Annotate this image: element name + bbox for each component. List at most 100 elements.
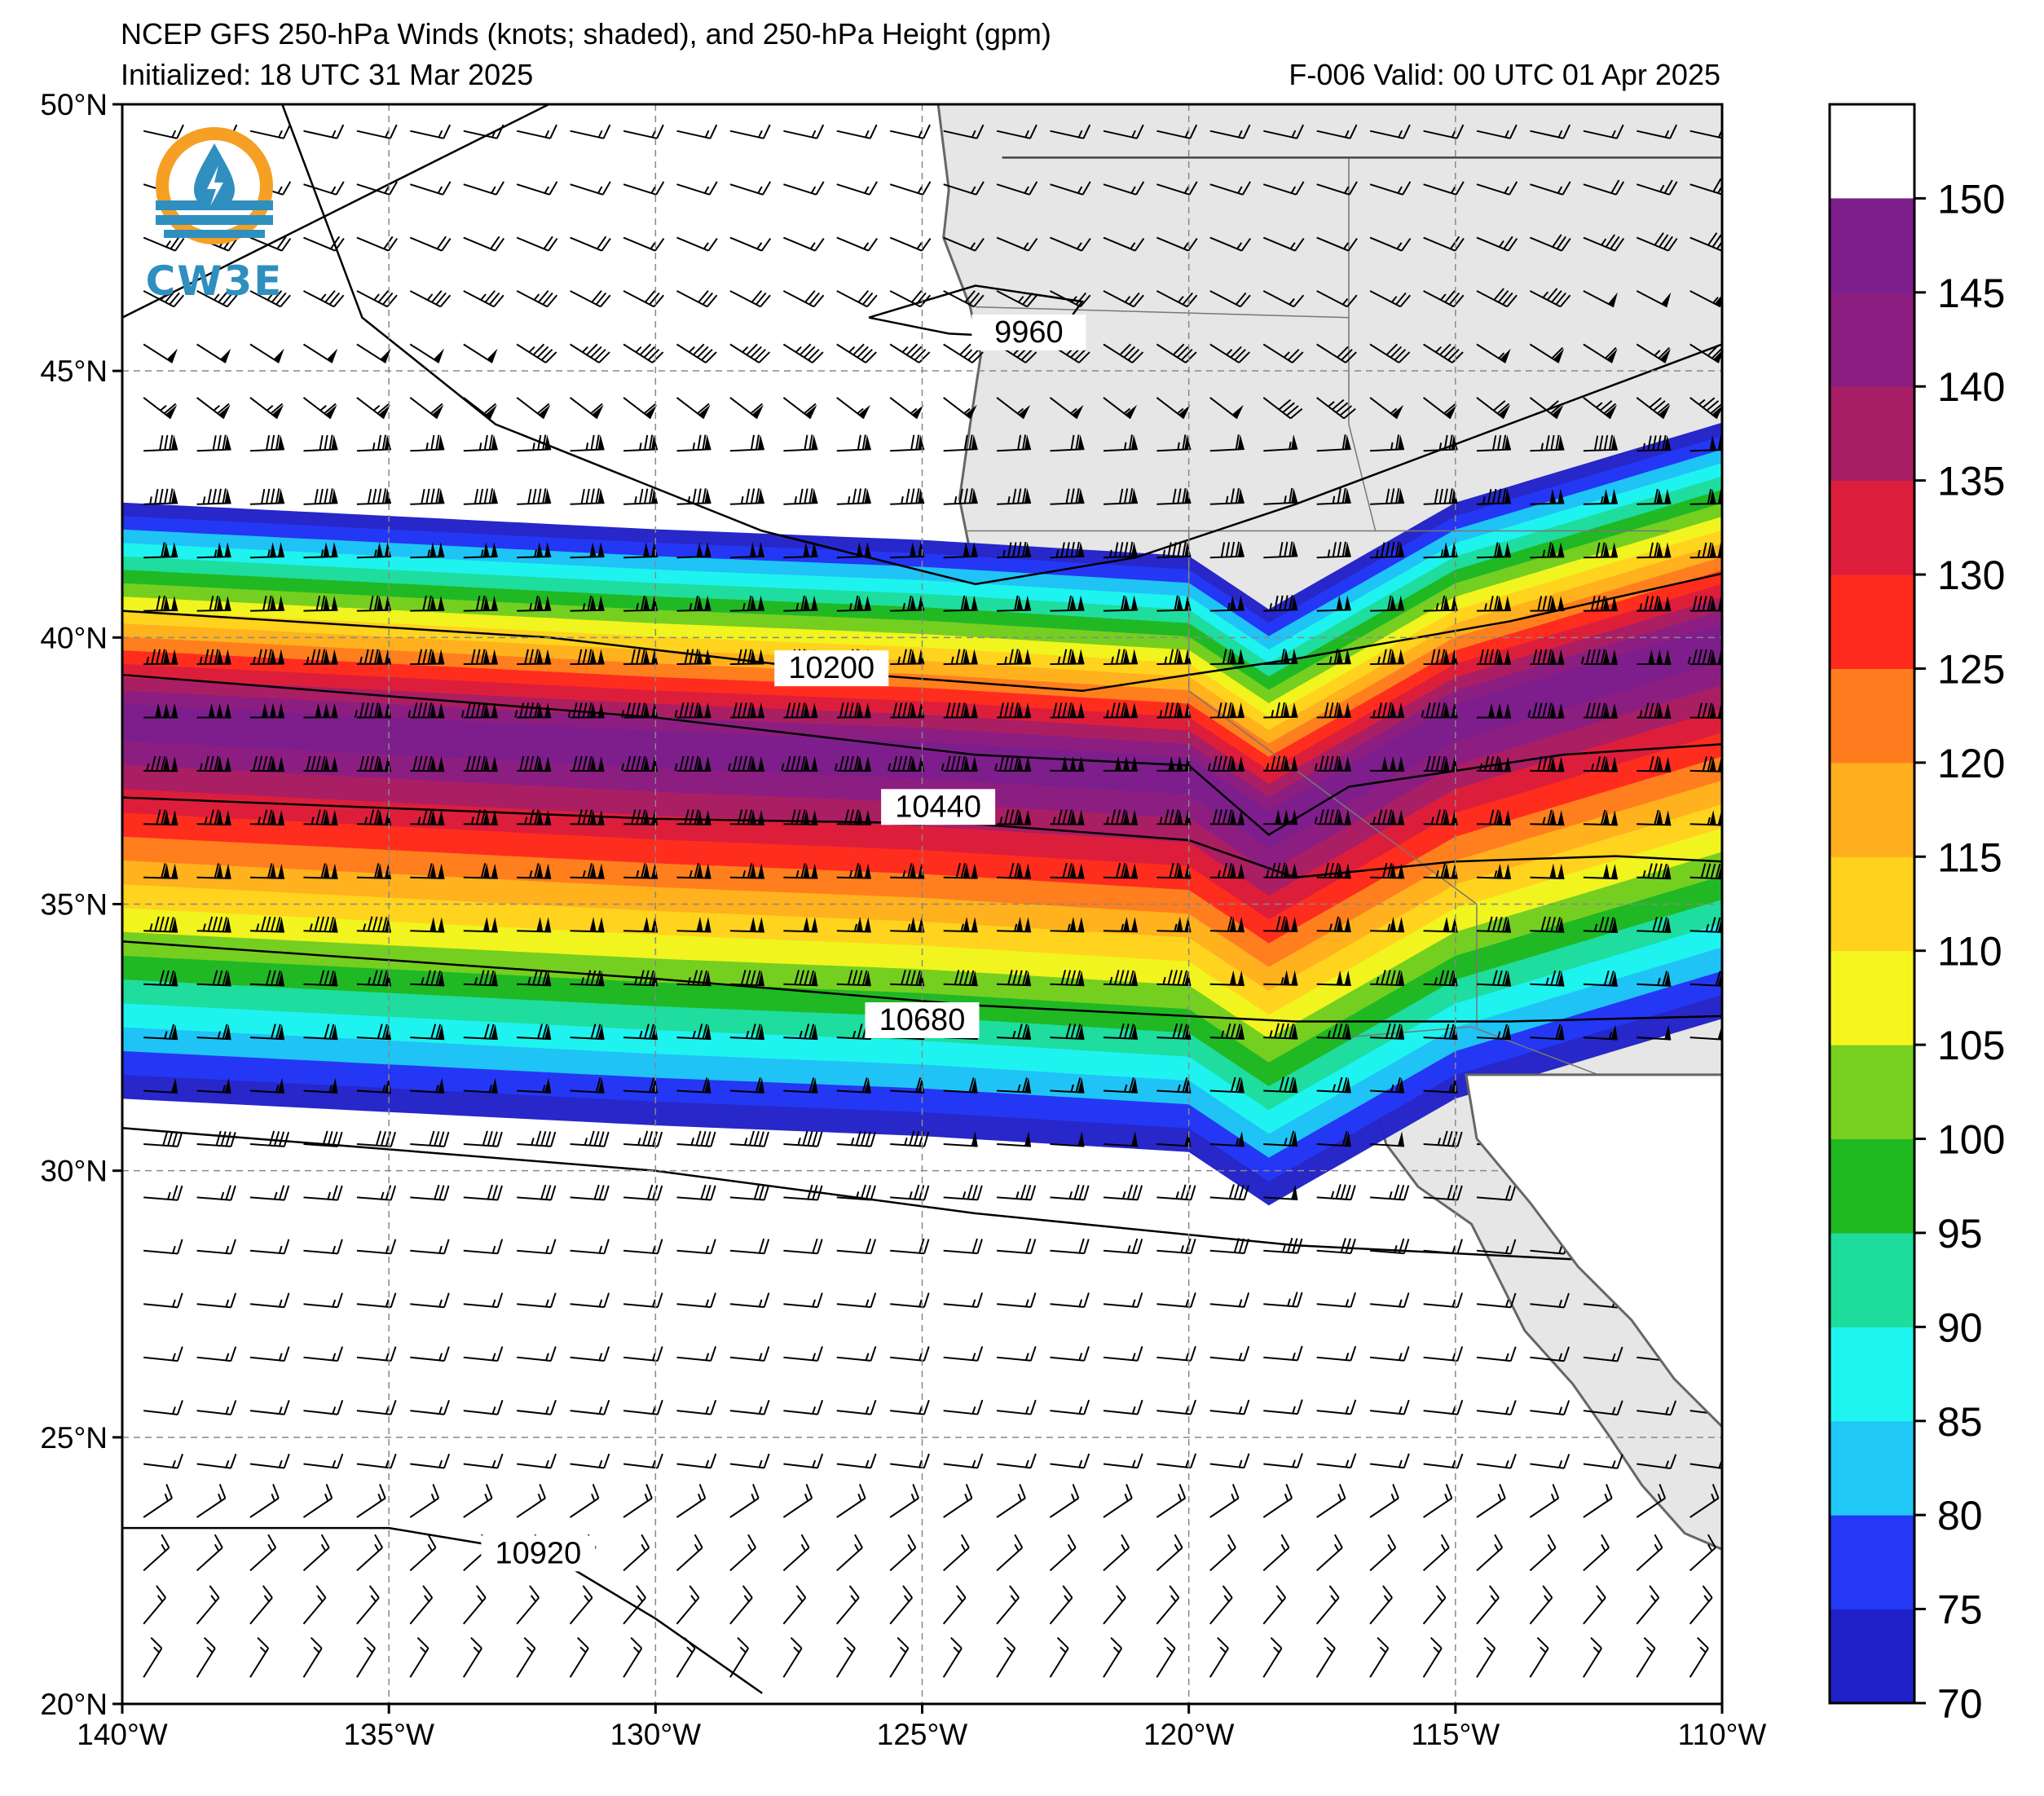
- wind-barb: [249, 1346, 290, 1362]
- wind-barb: [783, 863, 818, 879]
- wind-barb: [1423, 1023, 1458, 1041]
- wind-barb: [997, 1345, 1037, 1362]
- colorbar-swatch: [1830, 1420, 1914, 1516]
- wind-barb: [1050, 595, 1085, 612]
- colorbar-tick-label: 125: [1937, 646, 2005, 692]
- wind-barb: [249, 702, 285, 719]
- wind-barb: [1316, 541, 1351, 559]
- colorbar-swatch: [1830, 856, 1914, 952]
- wind-barb: [463, 434, 498, 452]
- wind-barb: [1530, 181, 1571, 196]
- wind-barb: [1156, 1637, 1176, 1678]
- wind-barb: [943, 649, 978, 665]
- wind-barb: [943, 290, 985, 308]
- wind-barb: [463, 970, 498, 987]
- wind-barb: [623, 1346, 663, 1362]
- wind-barb: [1263, 487, 1298, 505]
- contour-label: 10920: [496, 1536, 582, 1570]
- wind-barb: [249, 1400, 290, 1415]
- wind-barb: [196, 1130, 236, 1147]
- wind-barb: [1103, 1292, 1143, 1308]
- wind-barb: [409, 1534, 437, 1572]
- wind-barb: [410, 1292, 450, 1309]
- wind-barb: [1049, 1637, 1069, 1678]
- wind-barb: [356, 124, 398, 139]
- wind-barb: [943, 1077, 978, 1094]
- wind-barb: [143, 434, 178, 452]
- wind-barb: [143, 343, 178, 363]
- wind-barb: [1103, 541, 1139, 559]
- wind-barb: [1209, 1453, 1250, 1469]
- wind-barb: [676, 542, 711, 559]
- wind-barb: [1103, 1399, 1143, 1415]
- wind-barb: [356, 970, 391, 987]
- colorbar-swatch: [1830, 1045, 1914, 1140]
- wind-barb: [1370, 1345, 1410, 1362]
- wind-barb: [1156, 488, 1192, 505]
- wind-barb: [1530, 124, 1571, 139]
- wind-barb: [623, 1637, 643, 1678]
- wind-barb: [1476, 288, 1518, 308]
- wind-barb: [1316, 649, 1351, 665]
- wind-barb: [1316, 236, 1358, 252]
- height-contour-line: [281, 104, 1722, 586]
- lat-tick-label: 40°N: [40, 621, 108, 654]
- wind-barb: [249, 916, 285, 933]
- wind-barb: [1050, 541, 1085, 559]
- colorbar-tick-label: 145: [1937, 271, 2005, 316]
- wind-barb: [570, 488, 605, 505]
- wind-barb: [943, 434, 978, 452]
- wind-barb: [196, 863, 231, 879]
- colorbar-swatch: [1830, 386, 1914, 482]
- wind-barb: [143, 1534, 170, 1572]
- colorbar-swatch: [1830, 1515, 1914, 1610]
- wind-barb: [1529, 1637, 1549, 1678]
- wind-barb: [303, 1077, 338, 1094]
- lon-tick-label: 125°W: [877, 1718, 968, 1751]
- wind-barb: [410, 1077, 445, 1094]
- wind-barb: [1050, 649, 1085, 665]
- wind-barb: [196, 649, 231, 665]
- wind-barb: [1209, 1345, 1250, 1362]
- wind-barb: [1316, 1483, 1346, 1518]
- wind-barb: [1583, 1483, 1613, 1518]
- wind-barb: [1583, 1346, 1623, 1362]
- wind-barb: [890, 488, 925, 505]
- wind-barb: [836, 1077, 871, 1094]
- colorbar-tick-label: 85: [1937, 1399, 1983, 1445]
- wind-barb: [1476, 1534, 1504, 1572]
- wind-barb: [729, 397, 764, 420]
- wind-barb: [943, 488, 978, 505]
- wind-barb: [1423, 124, 1465, 139]
- wind-barb: [836, 124, 878, 139]
- wind-barb: [570, 124, 611, 139]
- wind-barb: [409, 343, 445, 363]
- wind-barb: [1156, 1077, 1192, 1094]
- wind-barb: [783, 970, 818, 987]
- wind-barb: [676, 1585, 700, 1625]
- wind-barb: [676, 1453, 717, 1469]
- wind-barb: [516, 124, 557, 139]
- wind-barb: [997, 916, 1032, 933]
- wind-barb: [729, 1585, 753, 1625]
- wind-barb: [463, 1399, 504, 1415]
- wind-barb: [1476, 434, 1512, 452]
- wind-barb: [1476, 488, 1512, 505]
- wind-barb: [1369, 236, 1412, 252]
- wind-barb: [943, 702, 978, 719]
- wind-barb: [1583, 397, 1618, 420]
- wind-barb: [570, 917, 605, 933]
- lat-tick-label: 20°N: [40, 1688, 108, 1721]
- wind-barb: [1209, 970, 1244, 987]
- wind-barb: [143, 542, 178, 559]
- wind-barb: [1103, 397, 1138, 420]
- wind-barb: [1263, 702, 1298, 719]
- wind-barb: [1207, 755, 1244, 772]
- wind-barb: [836, 290, 878, 308]
- wind-barb: [783, 1130, 823, 1147]
- wind-barb: [1316, 434, 1351, 452]
- wind-barb: [356, 649, 391, 665]
- wind-barb: [1050, 236, 1091, 252]
- wind-barb: [303, 290, 345, 308]
- wind-barb: [356, 488, 391, 505]
